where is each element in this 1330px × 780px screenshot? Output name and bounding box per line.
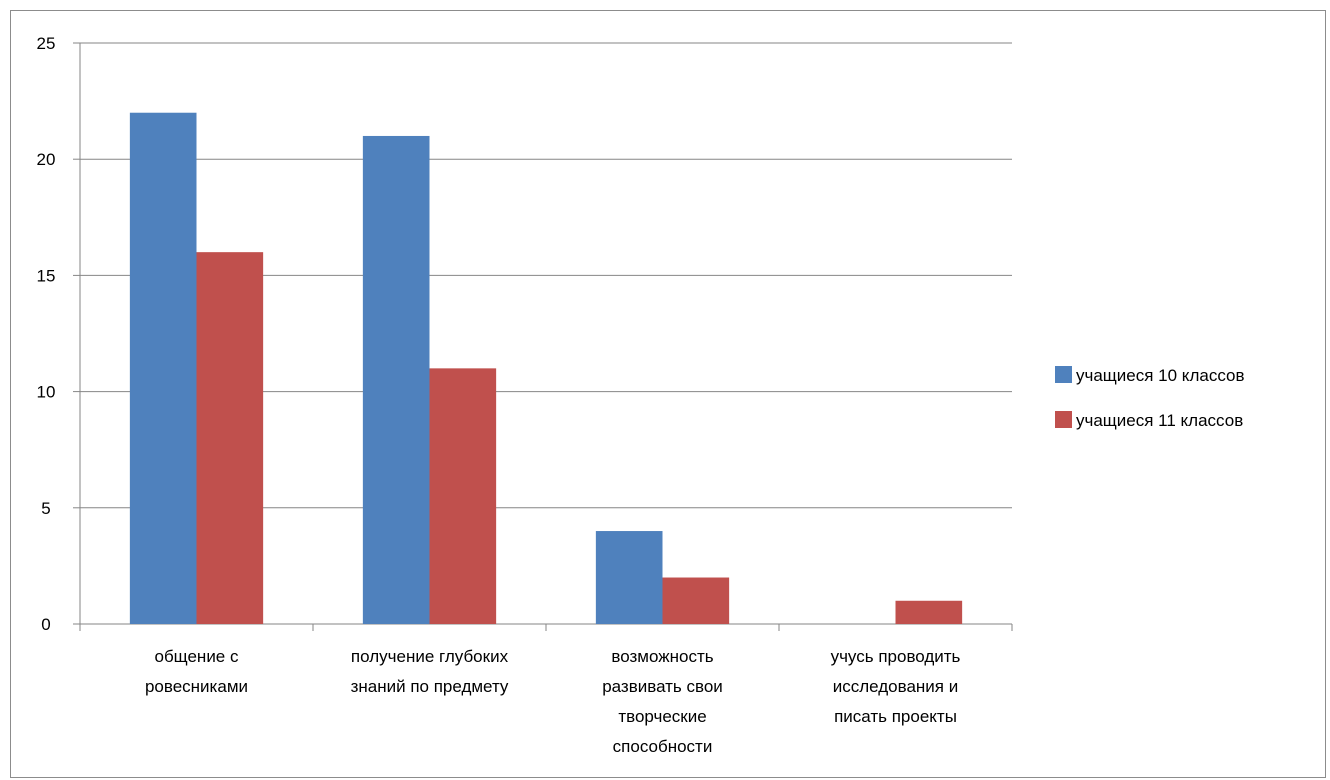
x-category-label-line: общение с [154, 647, 239, 666]
x-category-label-line: творческие [618, 707, 706, 726]
bar [429, 368, 497, 624]
y-tick-label: 25 [37, 34, 56, 53]
y-tick-labels: 0 5 10 15 20 25 [37, 34, 56, 634]
legend-label: учащиеся 11 классов [1076, 411, 1243, 430]
x-category-label: учусь проводить исследования и писать прое… [831, 647, 961, 726]
x-category-label-line: возможность [611, 647, 713, 666]
bar [362, 135, 430, 624]
legend-swatch [1055, 366, 1072, 383]
x-category-label: получение глубоких знаний по предмету [351, 647, 509, 696]
bar [196, 252, 264, 624]
y-tick-label: 10 [37, 383, 56, 402]
x-category-label-line: развивать свои [602, 677, 723, 696]
x-category-label-line: писать проекты [834, 707, 957, 726]
bar [895, 600, 963, 624]
bar [595, 531, 663, 624]
x-category-label: общение с ровесниками [145, 647, 248, 696]
y-tick-label: 0 [41, 615, 50, 634]
legend-label: учащиеся 10 классов [1076, 366, 1245, 385]
legend: учащиеся 10 классов учащиеся 11 классов [1055, 366, 1245, 430]
x-category-label-line: учусь проводить [831, 647, 961, 666]
y-tick-label: 15 [37, 266, 56, 285]
y-tick-label: 20 [37, 150, 56, 169]
bars [129, 112, 963, 624]
x-category-label-line: способности [613, 737, 713, 756]
x-category-label: возможность развивать свои творческие спосо… [602, 647, 723, 756]
x-category-label-line: исследования и [833, 677, 958, 696]
x-category-label-line: знаний по предмету [351, 677, 509, 696]
x-category-label-line: ровесниками [145, 677, 248, 696]
bar [662, 577, 730, 624]
bar [129, 112, 197, 624]
x-category-label-line: получение глубоких [351, 647, 509, 666]
y-tick-label: 5 [41, 499, 50, 518]
x-category-labels: общение с ровесниками получение глубоких зн… [145, 647, 961, 756]
legend-swatch [1055, 411, 1072, 428]
